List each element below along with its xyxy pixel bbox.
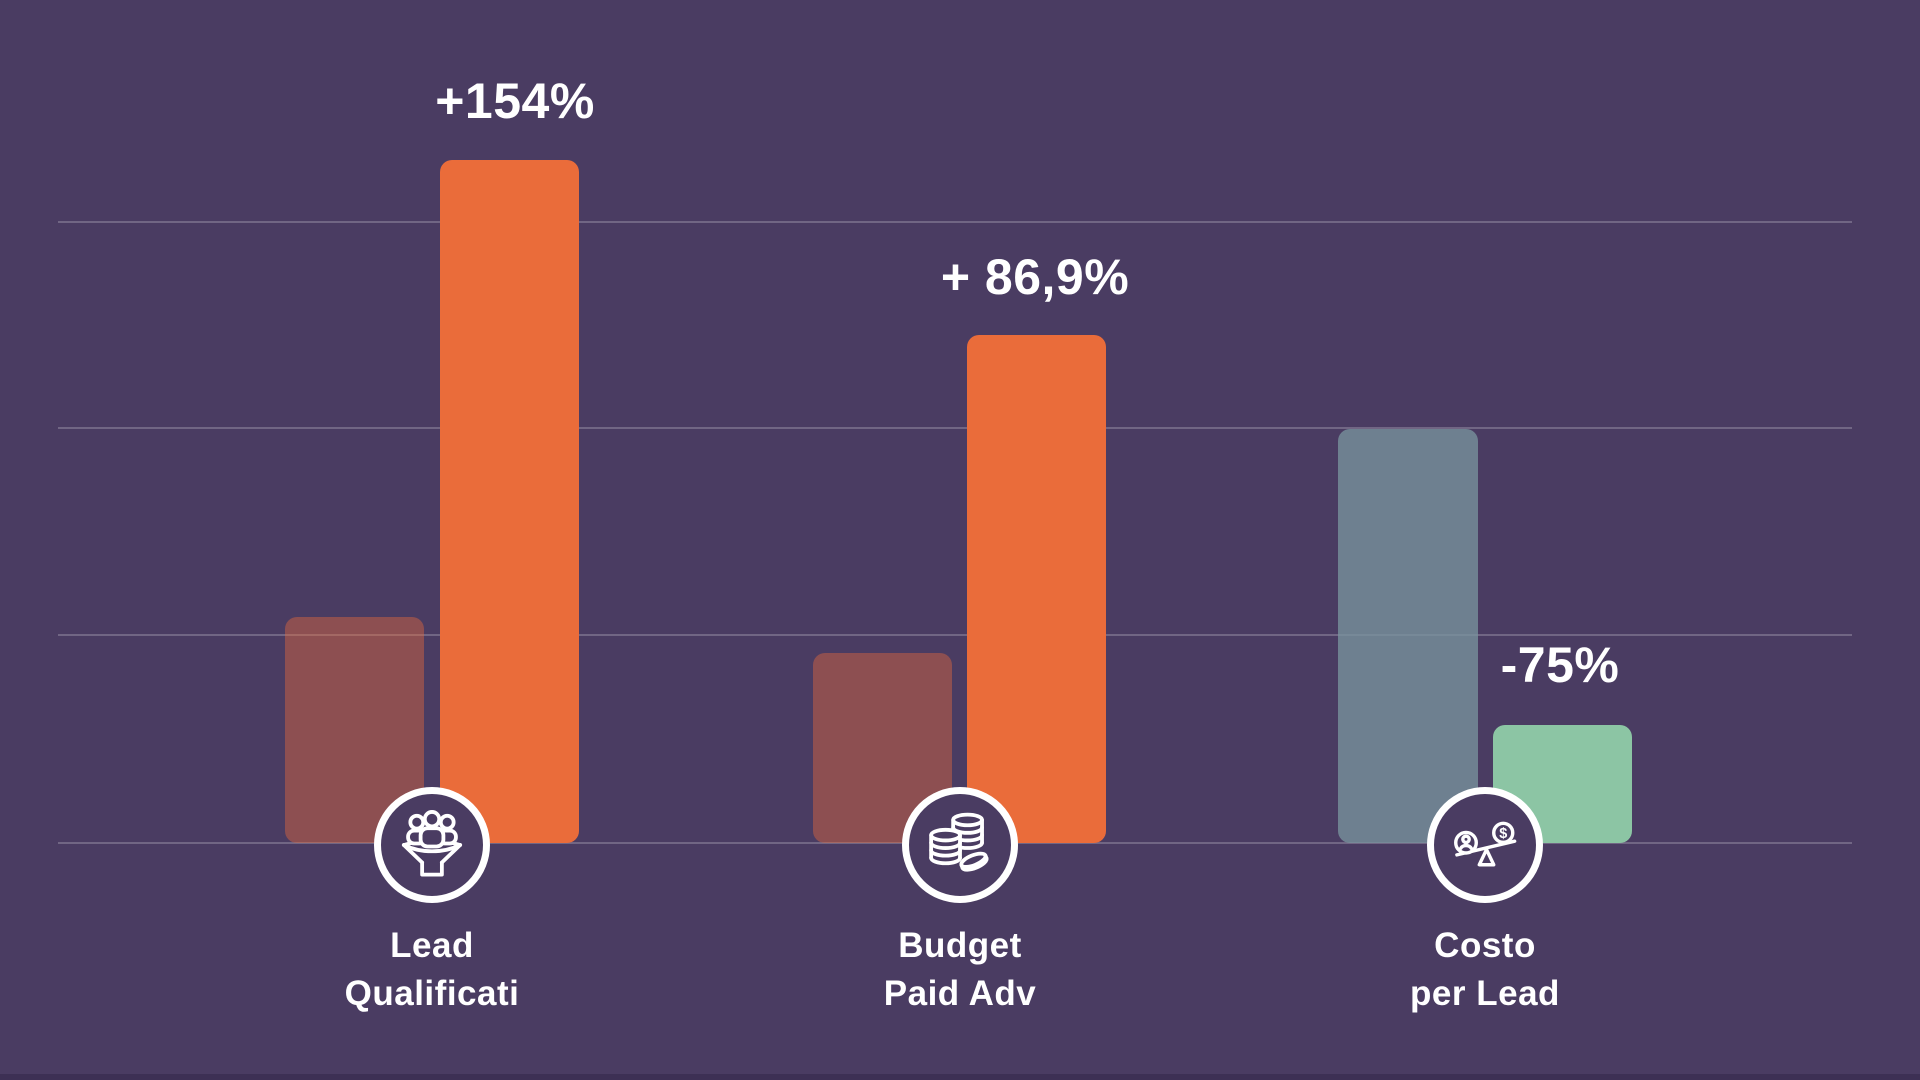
cost-balance-icon: $ [1454,821,1517,867]
gridline-3 [58,634,1852,636]
caption-line: Lead [390,926,474,965]
change-label-cost: -75% [1500,637,1620,693]
cost-balance-badge: $ [1427,787,1543,903]
change-label-lead: +154% [435,73,595,129]
category-label-lead: Lead Qualificati [232,922,632,1018]
coins-stack-icon [929,812,989,872]
bottom-edge-strip [0,1074,1920,1080]
caption-line: Paid Adv [883,974,1037,1013]
lead-funnel-badge [374,787,490,903]
caption-line: per Lead [1410,974,1560,1013]
lead-funnel-icon [401,810,463,877]
category-label-budget: Budget Paid Adv [760,922,1160,1018]
bar-lead-after [440,160,579,843]
gridline-2 [58,427,1852,429]
change-label-budget: + 86,9% [940,249,1130,305]
coins-stack-badge [902,787,1018,903]
caption-line: Budget [898,926,1022,965]
caption-line: Qualificati [344,974,520,1013]
category-label-cost: Costo per Lead [1285,922,1685,1018]
gridline-1 [58,221,1852,223]
bar-budget-after [967,335,1106,843]
caption-line: Costo [1434,926,1536,965]
bar-cost-before [1338,429,1478,843]
dollar-sign-glyph: $ [1499,826,1507,842]
